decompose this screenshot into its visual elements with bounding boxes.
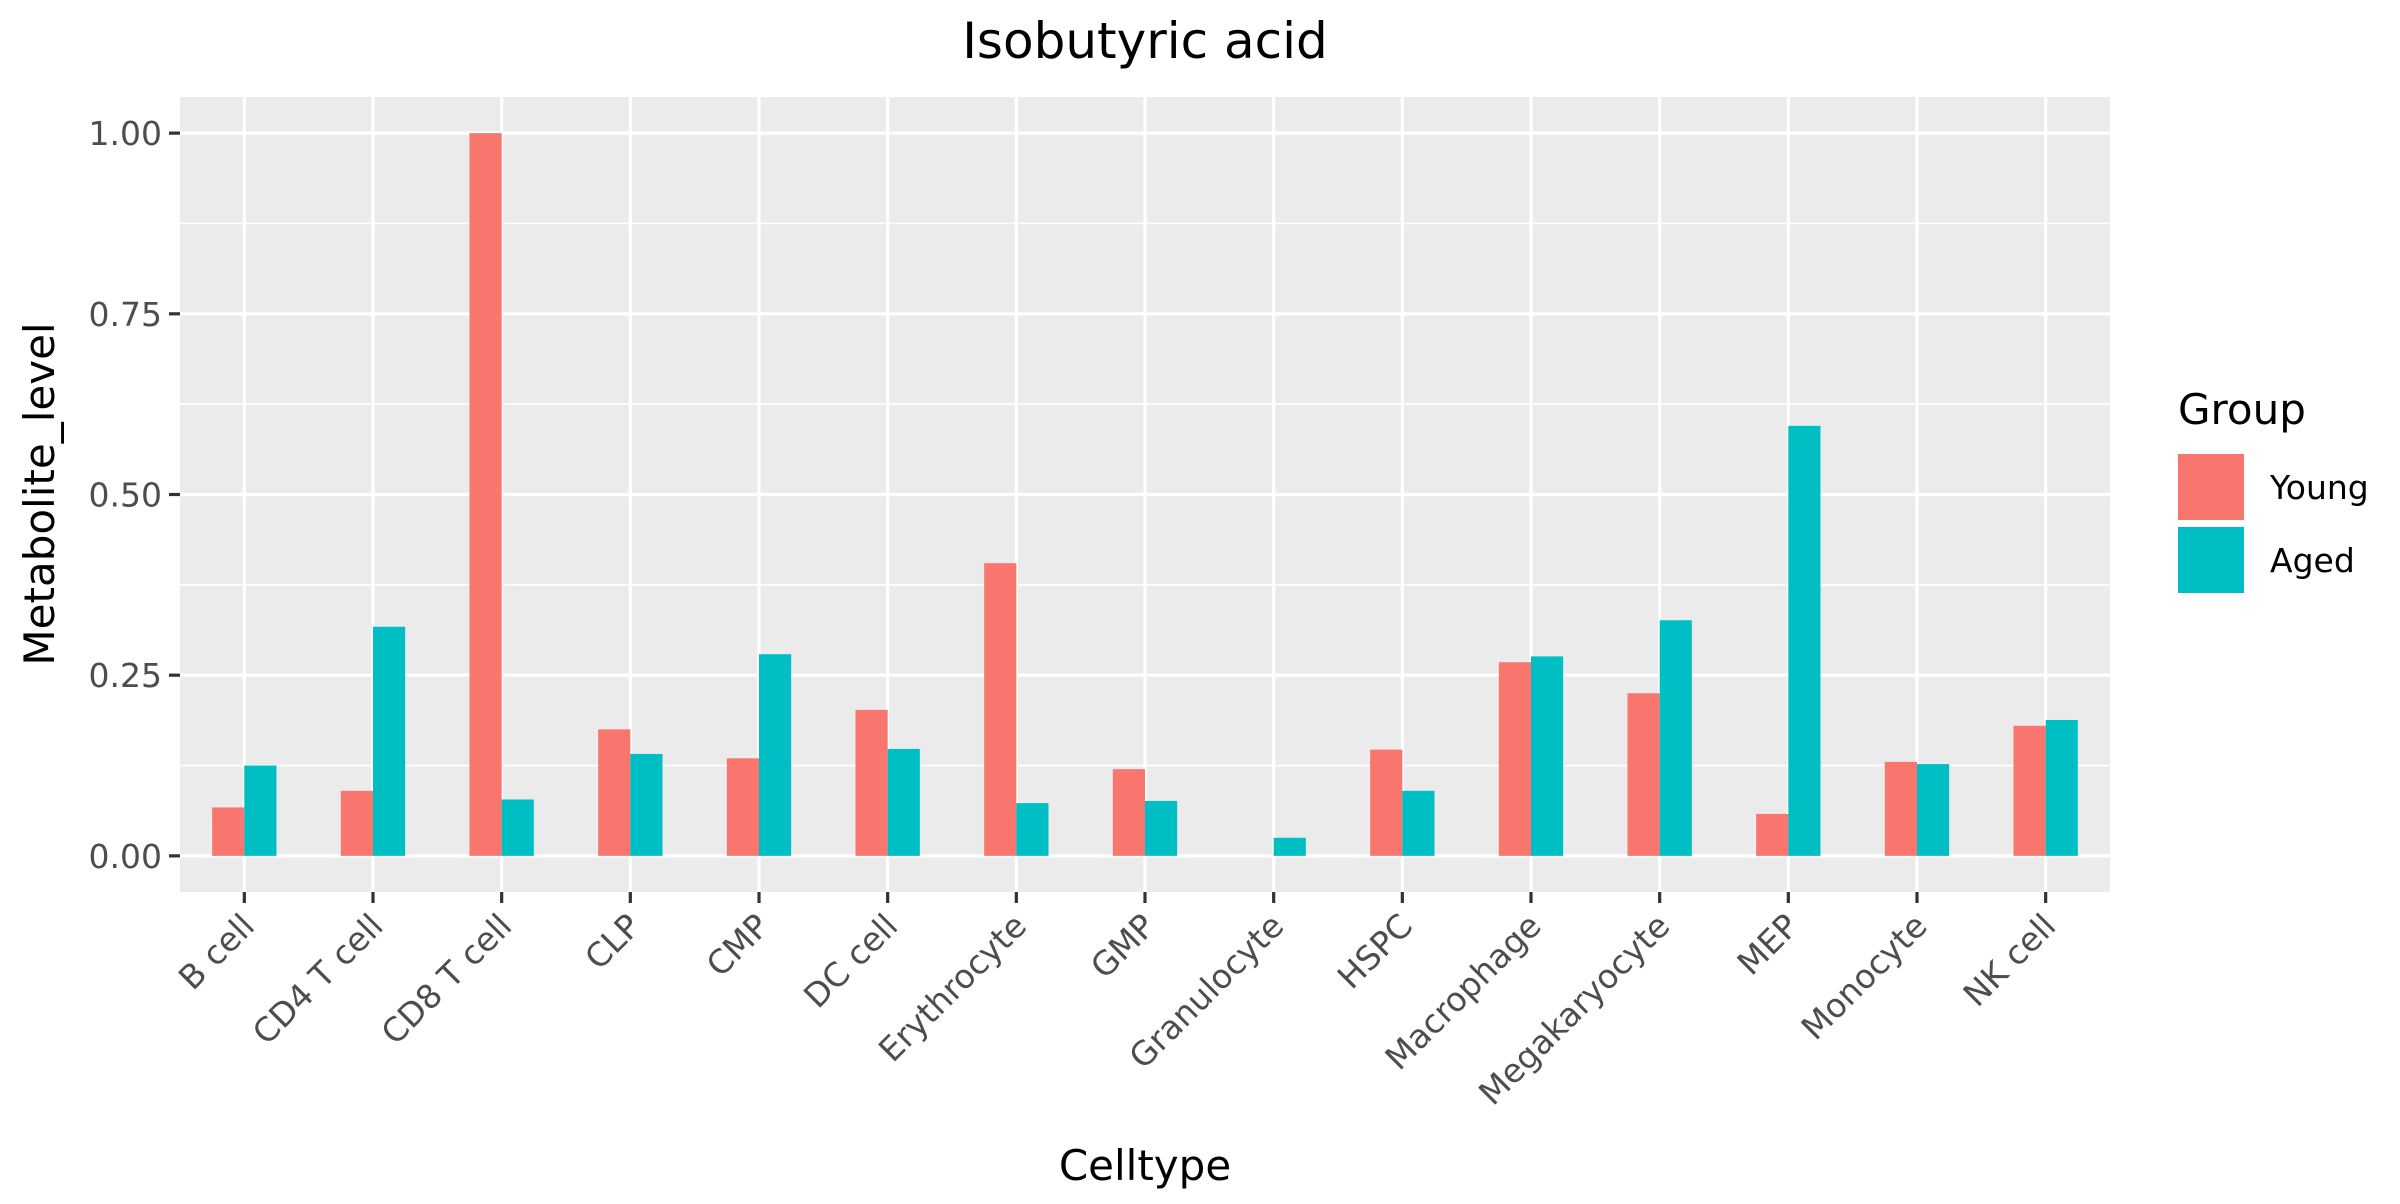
legend-key-young — [2178, 454, 2244, 520]
bar-aged — [1788, 425, 1821, 856]
x-tick-label: CD4 T cell — [245, 906, 391, 1052]
y-axis: 0.00 0.25 0.50 0.75 1.00 — [89, 114, 180, 876]
bar-aged — [759, 654, 792, 856]
bar-young — [469, 133, 502, 856]
legend-items: Young Aged — [2178, 454, 2369, 593]
bar-young — [212, 807, 245, 856]
legend-label-aged: Aged — [2270, 541, 2355, 580]
x-tick-label: MEP — [1729, 906, 1806, 983]
y-axis-title: Metabolite_level — [15, 322, 64, 665]
bar-young — [726, 758, 759, 856]
x-axis-title: Celltype — [1059, 1141, 1231, 1190]
bar-aged — [2045, 719, 2078, 856]
y-tick-label: 0.00 — [89, 837, 162, 876]
bar-aged — [501, 799, 534, 856]
bar-aged — [1273, 837, 1306, 856]
bar-young — [855, 709, 888, 856]
bar-aged — [373, 626, 406, 856]
bar-young — [340, 790, 373, 856]
legend: Group Young Aged — [2178, 385, 2369, 593]
bars — [212, 133, 2078, 856]
x-tick-label: HSPC — [1330, 906, 1420, 996]
bar-young — [1112, 769, 1145, 856]
bar-young — [1756, 813, 1789, 856]
chart-title: Isobutyric acid — [962, 12, 1328, 70]
legend-title: Group — [2178, 385, 2306, 434]
y-tick-label: 0.50 — [89, 476, 162, 515]
bar-aged — [1659, 620, 1692, 856]
x-tick-label: NK cell — [1955, 906, 2063, 1014]
x-tick-label: Monocyte — [1793, 906, 1934, 1047]
bar-young — [1627, 693, 1660, 856]
bar-aged — [887, 748, 920, 856]
bar-young — [1370, 749, 1403, 856]
x-tick-label: CMP — [699, 906, 777, 984]
x-tick-label: CD8 T cell — [373, 906, 519, 1052]
y-tick-label: 1.00 — [89, 114, 162, 153]
bar-aged — [1145, 800, 1178, 856]
bar-aged — [1402, 790, 1435, 856]
bar-young — [1884, 761, 1917, 856]
legend-key-aged — [2178, 527, 2244, 593]
y-tick-label: 0.75 — [89, 295, 162, 334]
bar-aged — [244, 765, 277, 856]
x-tick-label: GMP — [1083, 906, 1163, 986]
x-tick-label: CLP — [577, 906, 648, 977]
x-tick-label: DC cell — [796, 906, 905, 1015]
legend-label-young: Young — [2269, 468, 2369, 507]
bar-aged — [1016, 803, 1049, 856]
x-tick-label: B cell — [171, 906, 262, 997]
bar-young — [1498, 662, 1531, 856]
bar-aged — [1917, 764, 1950, 856]
bar-young — [2013, 725, 2046, 856]
bar-young — [984, 563, 1017, 856]
bar-aged — [630, 753, 663, 856]
bar-aged — [1531, 656, 1564, 856]
bar-young — [598, 729, 631, 856]
y-tick-label: 0.25 — [89, 656, 162, 695]
